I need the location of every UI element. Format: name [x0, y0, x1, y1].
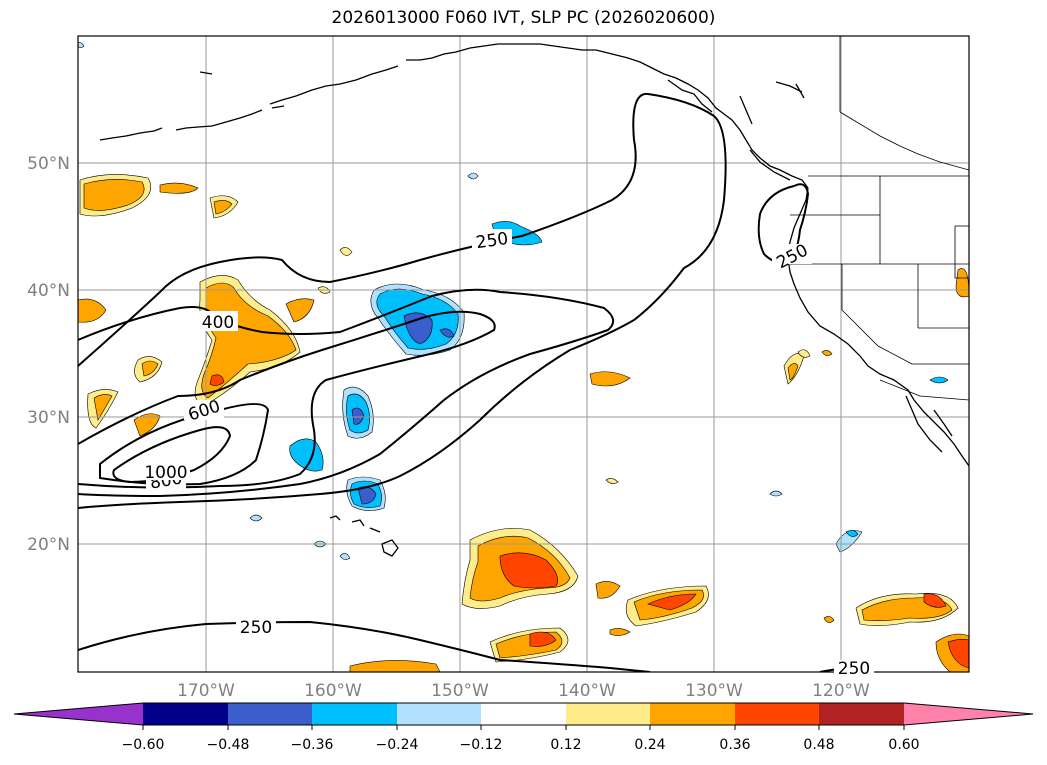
colorbar-tick: 0.60 — [888, 737, 919, 753]
colorbar-over-triangle — [904, 703, 1033, 725]
lon-label-170w: 170°W — [177, 681, 235, 701]
positive-anomaly-shading — [78, 174, 969, 672]
colorbar-bin — [735, 703, 819, 725]
lon-label-150w: 150°W — [431, 681, 489, 701]
colorbar-bin — [228, 703, 312, 725]
graticule — [78, 36, 969, 672]
contour-label-250-south: 250 — [240, 618, 272, 638]
colorbar-tick: −0.48 — [207, 737, 250, 753]
lon-label-120w: 120°W — [812, 681, 870, 701]
colorbar-bin — [481, 703, 566, 725]
colorbar-under-triangle — [14, 703, 143, 725]
colorbar-bin — [566, 703, 650, 725]
latitude-labels: 50°N 40°N 30°N 20°N — [27, 154, 70, 555]
map-area — [78, 36, 969, 672]
colorbar-tick: 0.12 — [550, 737, 581, 753]
contour-labels: 250 400 600 800 1000 250 250 250 — [142, 229, 874, 679]
colorbar-tick: −0.12 — [460, 737, 503, 753]
colorbar-bin — [143, 703, 228, 725]
colorbar-bin — [819, 703, 904, 725]
colorbar-tick: 0.48 — [803, 737, 834, 753]
colorbar-tick: −0.36 — [291, 737, 334, 753]
colorbar-tick: −0.24 — [376, 737, 419, 753]
contour-label-400: 400 — [202, 313, 234, 333]
longitude-labels: 170°W 160°W 150°W 140°W 130°W 120°W — [177, 681, 870, 701]
lon-label-140w: 140°W — [558, 681, 616, 701]
colorbar-bin — [650, 703, 735, 725]
contour-label-250-southeast: 250 — [838, 659, 870, 679]
colorbar: −0.60 −0.48 −0.36 −0.24 −0.12 0.12 0.24 … — [13, 702, 1034, 753]
colorbar-bin — [312, 703, 397, 725]
contour-label-1000: 1000 — [144, 463, 187, 483]
lat-label-50n: 50°N — [27, 154, 70, 174]
lon-label-130w: 130°W — [685, 681, 743, 701]
lat-label-20n: 20°N — [27, 535, 70, 555]
lat-label-40n: 40°N — [27, 281, 70, 301]
map-title: 2026013000 F060 IVT, SLP PC (2026020600) — [331, 8, 716, 28]
lat-label-30n: 30°N — [27, 408, 70, 428]
contour-label-250-north: 250 — [475, 229, 510, 253]
colorbar-tick: 0.24 — [634, 737, 665, 753]
colorbar-tick: 0.36 — [719, 737, 750, 753]
colorbar-tick: −0.60 — [122, 737, 165, 753]
lon-label-160w: 160°W — [304, 681, 362, 701]
colorbar-bin — [397, 703, 481, 725]
coastlines — [99, 43, 969, 557]
map-frame — [77, 35, 970, 673]
